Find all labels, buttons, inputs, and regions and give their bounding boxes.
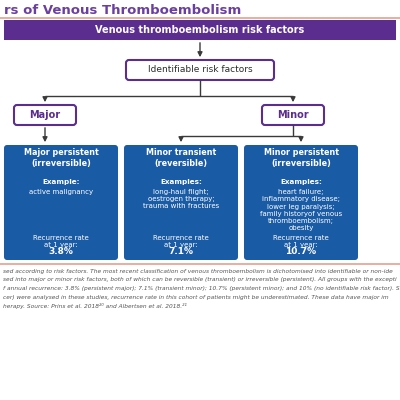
Text: cer) were analysed in these studies, recurrence rate in this cohort of patients : cer) were analysed in these studies, rec… <box>3 294 389 300</box>
Text: Recurrence rate
at 1 year:: Recurrence rate at 1 year: <box>273 235 329 248</box>
Text: Minor transient
(reversible): Minor transient (reversible) <box>146 148 216 168</box>
FancyBboxPatch shape <box>14 105 76 125</box>
Bar <box>4 20 396 40</box>
Text: Examples:: Examples: <box>160 179 202 185</box>
Text: Venous thromboembolism risk factors: Venous thromboembolism risk factors <box>95 25 305 35</box>
Text: Examples:: Examples: <box>280 179 322 185</box>
Text: Minor: Minor <box>277 110 309 120</box>
FancyBboxPatch shape <box>262 105 324 125</box>
Text: Identifiable risk factors: Identifiable risk factors <box>148 66 252 74</box>
Text: sed into major or minor risk factors, both of which can be reversible (transient: sed into major or minor risk factors, bo… <box>3 278 397 282</box>
Text: 3.8%: 3.8% <box>48 248 74 256</box>
Text: f annual recurrence: 3.8% (persistent major); 7.1% (transient minor); 10.7% (per: f annual recurrence: 3.8% (persistent ma… <box>3 286 400 291</box>
FancyBboxPatch shape <box>124 145 238 260</box>
Text: Example:: Example: <box>42 179 80 185</box>
FancyBboxPatch shape <box>244 145 358 260</box>
Text: active malignancy: active malignancy <box>29 189 93 195</box>
Text: long-haul flight;
oestrogen therapy;
trauma with fractures: long-haul flight; oestrogen therapy; tra… <box>143 189 219 210</box>
FancyBboxPatch shape <box>126 60 274 80</box>
Text: 10.7%: 10.7% <box>286 248 316 256</box>
Text: herapy. Source: Prins et al. 2018²⁰ and Albertsen et al. 2018.²¹: herapy. Source: Prins et al. 2018²⁰ and … <box>3 303 187 309</box>
Text: 7.1%: 7.1% <box>168 248 194 256</box>
Text: sed according to risk factors. The most recent classification of venous thromboe: sed according to risk factors. The most … <box>3 269 393 274</box>
Text: Recurrence rate
at 1 year:: Recurrence rate at 1 year: <box>153 235 209 248</box>
Text: heart failure;
inflammatory disease;
lower leg paralysis;
family historyof venou: heart failure; inflammatory disease; low… <box>260 189 342 231</box>
Text: rs of Venous Thromboembolism: rs of Venous Thromboembolism <box>4 4 241 16</box>
Text: Minor persistent
(irreversible): Minor persistent (irreversible) <box>264 148 338 168</box>
FancyBboxPatch shape <box>4 145 118 260</box>
Text: Major: Major <box>30 110 60 120</box>
Text: Major persistent
(irreversible): Major persistent (irreversible) <box>24 148 98 168</box>
Text: Recurrence rate
at 1 year:: Recurrence rate at 1 year: <box>33 235 89 248</box>
